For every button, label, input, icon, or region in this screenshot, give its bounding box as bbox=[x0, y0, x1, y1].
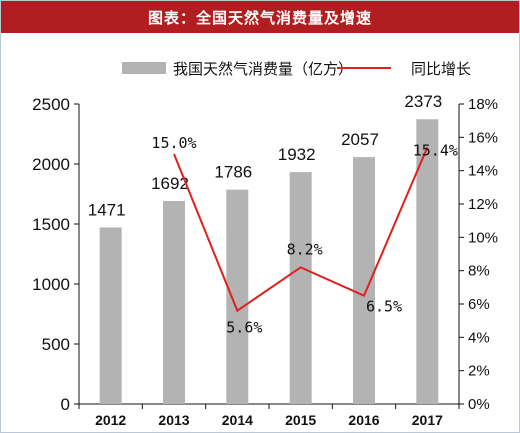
x-tick-label: 2012 bbox=[95, 412, 126, 428]
y-left-tick-label: 0 bbox=[61, 395, 70, 414]
chart-title: 图表：全国天然气消费量及增速 bbox=[1, 1, 519, 33]
y-left-tick-label: 2000 bbox=[32, 155, 70, 174]
bar bbox=[99, 227, 122, 404]
bar-data-label: 1471 bbox=[88, 200, 126, 219]
line-data-label: 5.6% bbox=[226, 319, 262, 337]
line-data-label: 6.5% bbox=[366, 298, 402, 316]
x-tick-label: 2013 bbox=[158, 412, 189, 428]
bar bbox=[163, 200, 185, 404]
y-right-tick-label: 0% bbox=[468, 396, 490, 413]
legend-line-label: 同比增长 bbox=[411, 60, 471, 78]
bar-data-label: 1932 bbox=[278, 145, 316, 164]
y-left-tick-label: 500 bbox=[42, 335, 70, 354]
y-right-tick-label: 10% bbox=[468, 229, 498, 246]
x-tick-label: 2016 bbox=[348, 412, 379, 428]
y-left-tick-label: 2500 bbox=[32, 95, 70, 114]
legend-bar-label: 我国天然气消费量（亿方） bbox=[173, 60, 353, 78]
y-right-tick-label: 2% bbox=[468, 363, 490, 380]
y-right-tick-label: 8% bbox=[468, 263, 490, 280]
bar bbox=[416, 119, 439, 405]
x-tick-label: 2015 bbox=[285, 412, 316, 428]
growth-line bbox=[173, 146, 429, 313]
y-right-tick-label: 14% bbox=[468, 163, 498, 180]
bar bbox=[353, 157, 375, 404]
y-right-tick-label: 4% bbox=[468, 329, 490, 346]
legend-bar-swatch bbox=[122, 62, 166, 74]
line-data-label: 15.4% bbox=[413, 141, 458, 159]
y-right-tick-label: 16% bbox=[468, 129, 498, 146]
y-right-tick-label: 6% bbox=[468, 296, 490, 313]
bar-data-label: 2373 bbox=[404, 92, 442, 111]
x-tick-label: 2014 bbox=[222, 412, 253, 428]
x-tick-label: 2017 bbox=[412, 412, 443, 428]
y-left-tick-label: 1000 bbox=[32, 275, 70, 294]
y-right-tick-label: 12% bbox=[468, 196, 498, 213]
bar bbox=[289, 172, 312, 404]
y-right-tick-label: 18% bbox=[468, 96, 498, 113]
bar-data-label: 1786 bbox=[214, 163, 252, 182]
bar bbox=[226, 189, 249, 404]
bar-data-label: 1692 bbox=[151, 174, 189, 193]
y-left-tick-label: 1500 bbox=[32, 215, 70, 234]
bar-data-label: 2057 bbox=[341, 130, 379, 149]
line-data-label: 15.0% bbox=[151, 134, 196, 152]
line-data-label: 8.2% bbox=[287, 240, 323, 258]
